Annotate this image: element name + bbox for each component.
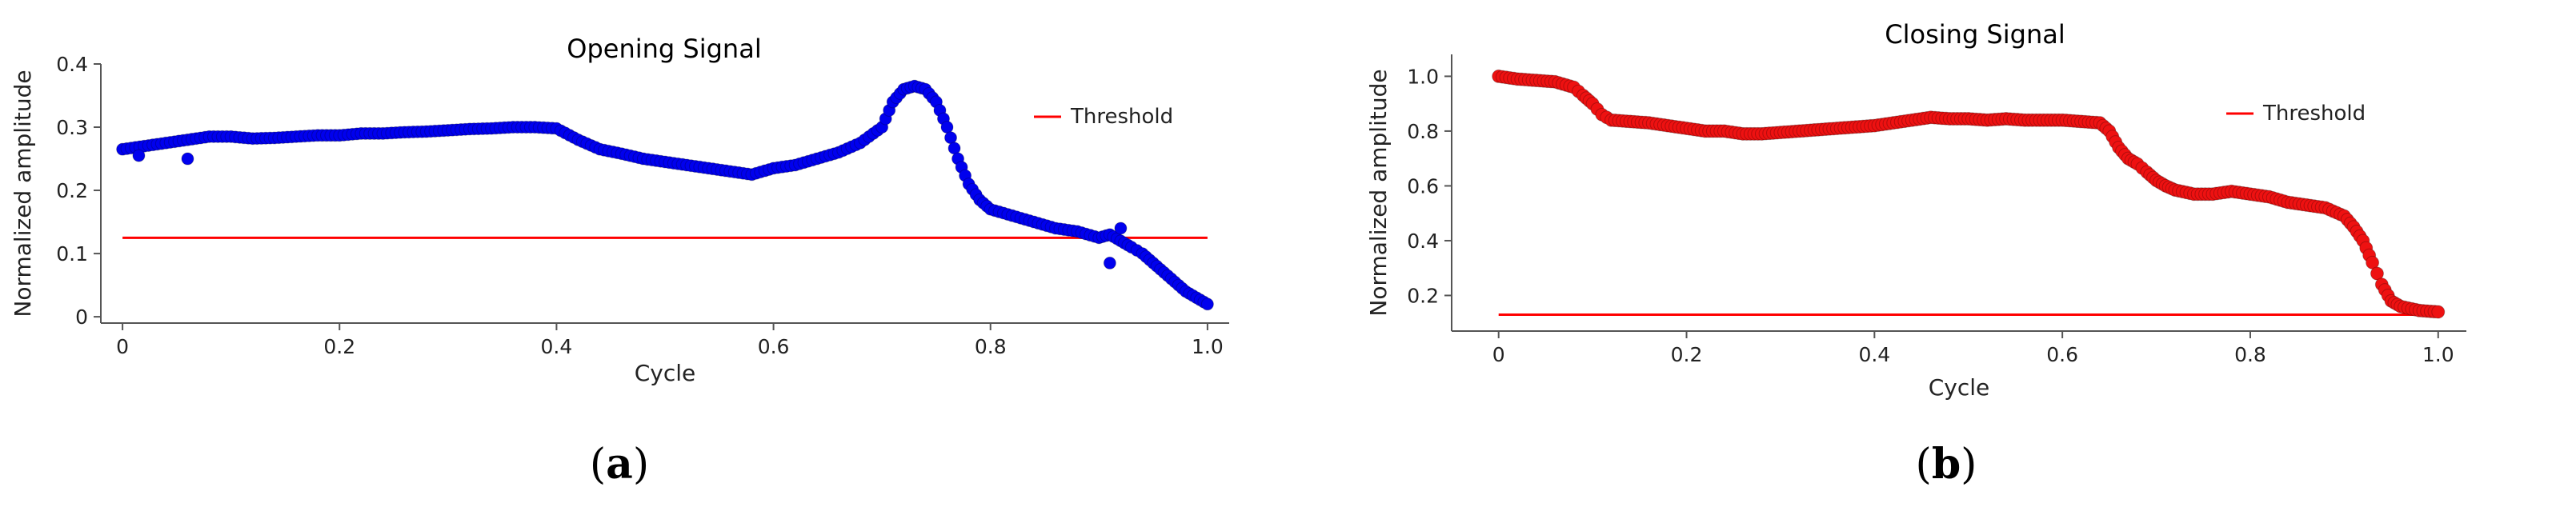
y-tick-label: 0.2 [1407,284,1439,307]
data-point [2366,255,2380,269]
x-tick-label: 0.6 [2046,343,2078,366]
y-axis-label: Normalized amplitude [1365,69,1392,316]
y-tick-label: 0.8 [1407,120,1439,143]
x-tick-label: 0.4 [1858,343,1890,366]
chart-panel-closing: Closing Signal 0 0.2 0.4 0.6 0.8 1.0 0.2 0.4 0.6 0… [1288,0,2576,515]
data-point [1200,297,1214,311]
panel-caption-letter: b [1932,440,1961,489]
data-point-outlier [1103,256,1116,269]
panel-caption: (b) [1916,440,1977,489]
x-tick-label: 0.6 [758,335,790,358]
x-tick-label: 0.4 [541,335,573,358]
data-point [2370,266,2384,281]
legend-label: Threshold [2262,102,2366,126]
y-tick-label: 0 [75,305,88,329]
x-axis-label: Cycle [635,360,696,386]
chart-title: Closing Signal [1885,19,2065,50]
x-tick-label: 0.2 [323,335,355,358]
x-axis-label: Cycle [1929,374,1990,401]
y-tick-label: 0.2 [56,179,88,202]
x-tick-label: 0.2 [1671,343,1703,366]
x-tick-label: 1.0 [2422,343,2454,366]
chart-panel-opening: Opening Signal 0 0.2 0.4 0.6 0.8 1.0 0 0.1 0.2 0.3… [10,34,1229,489]
y-tick-label: 0.4 [1407,230,1439,253]
y-tick-label: 0.4 [56,53,88,76]
data-point-outlier [181,152,194,166]
x-tick-label: 0 [116,335,129,358]
opening-signal-chart: Opening Signal 0 0.2 0.4 0.6 0.8 1.0 0 0.1 0.2 0.3… [10,34,1229,489]
data-point [2431,305,2446,319]
x-tick-label: 1.0 [1192,335,1224,358]
x-tick-label: 0.8 [975,335,1007,358]
panel-caption: (a) [590,440,649,489]
y-axis-label: Normalized amplitude [10,70,36,317]
y-tick-label: 0.3 [56,116,88,139]
legend-label: Threshold [1070,105,1173,129]
chart-title: Opening Signal [567,34,761,64]
y-tick-label: 0.6 [1407,174,1439,198]
data-point-outlier [1114,222,1128,235]
data-point-outlier [132,149,146,162]
panel-caption-letter: a [606,440,633,489]
x-tick-label: 0.8 [2234,343,2266,366]
y-tick-label: 1.0 [1407,65,1439,88]
closing-signal-chart: Closing Signal 0 0.2 0.4 0.6 0.8 1.0 0.2 0.4 0.6 0… [1365,19,2466,489]
y-tick-label: 0.1 [56,242,88,265]
x-tick-label: 0 [1492,343,1505,366]
